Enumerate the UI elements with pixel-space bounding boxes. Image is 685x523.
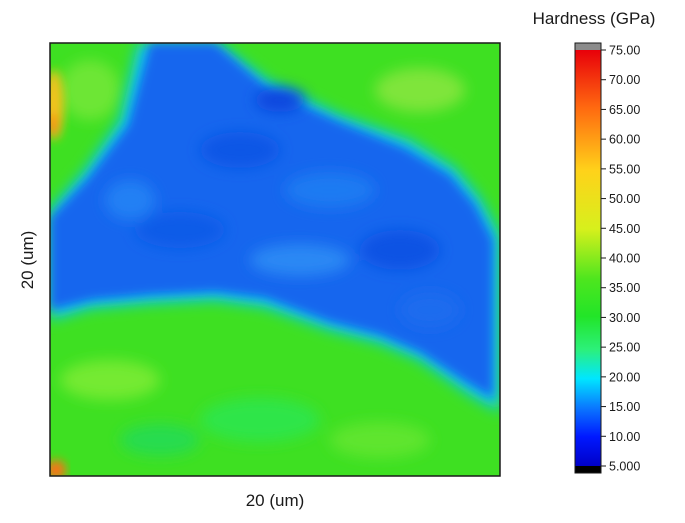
colorbar-tick-label: 70.00: [609, 73, 640, 87]
colorbar-overflow: [575, 43, 601, 50]
colorbar-ticks: 75.00 70.00 65.00 60.00 55.00 50.00 45.00 40.00…: [601, 44, 640, 474]
colorbar-tick-label: 30.00: [609, 311, 640, 325]
colorbar-tick-label: 65.00: [609, 103, 640, 117]
plot-frame: [49, 42, 501, 477]
colorbar-tick-label: 35.00: [609, 281, 640, 295]
colorbar-underflow: [575, 466, 601, 473]
colorbar-tick-label: 50.00: [609, 192, 640, 206]
band-mottling: [105, 88, 460, 328]
colorbar-tick-label: 25.00: [609, 341, 640, 355]
heatmap-texture: [60, 60, 465, 458]
colorbar-tick-label: 45.00: [609, 222, 640, 236]
hot-spots: [50, 70, 66, 476]
colorbar-gradient: [575, 50, 601, 466]
colorbar: Hardness (GPa) 75.00 70.00 65.00 60.00 55.00…: [533, 9, 656, 474]
x-axis-label: 20 (um): [246, 491, 305, 510]
y-axis-label: 20 (um): [18, 231, 37, 290]
heatmap-plot: [50, 43, 500, 476]
colorbar-tick-label: 60.00: [609, 133, 640, 147]
colorbar-tick-label: 75.00: [609, 44, 640, 58]
colorbar-tick-label: 10.00: [609, 430, 640, 444]
colorbar-tick-label: 15.00: [609, 400, 640, 414]
colorbar-tick-label: 55.00: [609, 162, 640, 176]
colorbar-tick-label: 40.00: [609, 252, 640, 266]
colorbar-tick-label: 5.000: [609, 460, 640, 474]
low-hardness-band: [50, 43, 493, 398]
colorbar-title: Hardness (GPa): [533, 9, 656, 28]
colorbar-tick-label: 20.00: [609, 370, 640, 384]
